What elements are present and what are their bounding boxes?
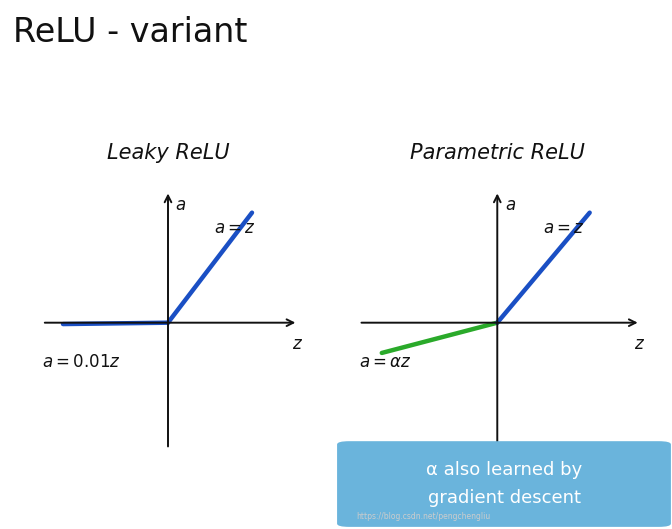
Text: z: z	[634, 335, 642, 353]
Text: a: a	[505, 196, 516, 214]
Text: $a = z$: $a = z$	[544, 220, 585, 238]
Text: ReLU - variant: ReLU - variant	[13, 16, 248, 49]
Text: $a = \alpha z$: $a = \alpha z$	[359, 353, 411, 371]
Text: $a = 0.01z$: $a = 0.01z$	[42, 353, 121, 371]
FancyBboxPatch shape	[337, 441, 671, 527]
Text: gradient descent: gradient descent	[427, 489, 581, 507]
Text: Leaky ReLU: Leaky ReLU	[107, 143, 229, 163]
Text: α also learned by: α also learned by	[426, 461, 582, 479]
Text: z: z	[292, 335, 300, 353]
Text: Parametric ReLU: Parametric ReLU	[410, 143, 585, 163]
Text: a: a	[175, 196, 186, 214]
Text: https://blog.csdn.net/pengchengliu: https://blog.csdn.net/pengchengliu	[356, 512, 491, 521]
Text: $a = z$: $a = z$	[214, 220, 256, 238]
